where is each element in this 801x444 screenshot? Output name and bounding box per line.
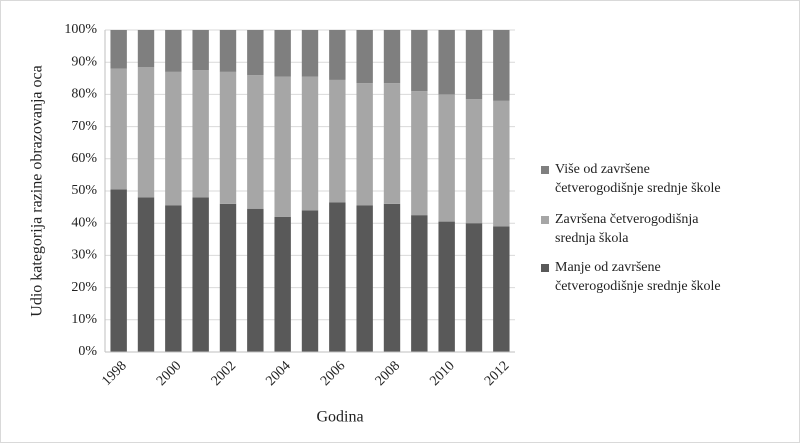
bar-segment xyxy=(438,221,455,352)
bar-segment xyxy=(137,30,155,68)
legend-label: Završena četverogodišnja srednja škola xyxy=(555,212,699,246)
bar-segment xyxy=(192,197,209,352)
bar-segment xyxy=(247,75,264,209)
bar-segment xyxy=(219,71,237,204)
bar-segment xyxy=(219,203,237,352)
bar-segment xyxy=(493,226,510,352)
bar-segment xyxy=(438,30,455,95)
bar-segment xyxy=(110,68,127,190)
bar-segment xyxy=(301,76,319,211)
bar-segment xyxy=(493,100,510,227)
bar-segment xyxy=(411,91,428,216)
bar-segment xyxy=(383,30,401,84)
bar-segment xyxy=(247,30,264,76)
bar-segment xyxy=(137,197,155,352)
y-tick-label: 70% xyxy=(71,119,97,134)
legend-swatch xyxy=(541,264,549,272)
legend-swatch xyxy=(541,166,549,174)
y-tick-label: 10% xyxy=(71,312,97,327)
y-tick-label: 0% xyxy=(78,344,97,359)
legend-label: Manje od završene četverogodišnje srednje… xyxy=(555,260,721,294)
legend-swatch xyxy=(541,216,549,224)
bar-segment xyxy=(383,203,401,352)
bar-segment xyxy=(247,208,264,352)
bar-segment xyxy=(465,223,483,352)
y-tick-label: 60% xyxy=(71,151,97,166)
bar-segment xyxy=(137,67,155,198)
bar-segment xyxy=(274,76,291,217)
bar-segment xyxy=(411,30,428,92)
bar-segment xyxy=(301,30,319,77)
y-tick-label: 90% xyxy=(71,54,97,69)
bar-segment xyxy=(219,30,237,72)
bar-segment xyxy=(110,189,127,352)
y-tick-label: 80% xyxy=(71,87,97,102)
y-tick-label: 30% xyxy=(71,248,97,263)
bar-segment xyxy=(493,30,510,101)
bar-segment xyxy=(274,30,291,77)
bar-segment xyxy=(274,216,291,352)
y-tick-label: 100% xyxy=(64,22,97,37)
bar-segment xyxy=(329,202,346,352)
y-axis-title: Udio kategorija razine obrazovanja oca xyxy=(29,65,46,316)
bar-segment xyxy=(165,71,182,206)
legend-label: Više od završene četverogodišnje srednje … xyxy=(555,162,721,196)
bar-segment xyxy=(438,94,455,222)
bar-segment xyxy=(411,215,428,352)
x-axis-title: Godina xyxy=(316,409,363,426)
y-tick-label: 20% xyxy=(71,280,97,295)
bar-segment xyxy=(165,30,182,72)
bar-segment xyxy=(192,30,209,71)
bar-segment xyxy=(192,70,209,198)
bar-segment xyxy=(110,30,127,69)
bar-segment xyxy=(356,83,373,206)
bar-segment xyxy=(383,83,401,204)
bar-segment xyxy=(356,205,373,352)
bar-segment xyxy=(301,210,319,352)
bar-segment xyxy=(465,30,483,100)
bar-segment xyxy=(329,30,346,80)
y-tick-label: 40% xyxy=(71,215,97,230)
bar-segment xyxy=(356,30,373,84)
bar-segment xyxy=(329,79,346,203)
bar-segment xyxy=(465,99,483,224)
y-tick-label: 50% xyxy=(71,183,97,198)
bar-segment xyxy=(165,205,182,352)
